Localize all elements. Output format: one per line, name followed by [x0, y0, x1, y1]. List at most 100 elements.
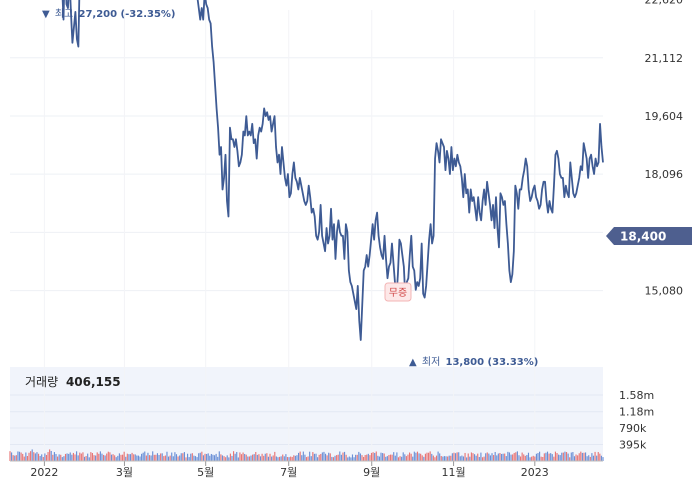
volume-bar — [562, 452, 564, 461]
volume-bar — [305, 457, 308, 461]
volume-y-axis: 1.58m 1.18m 790k 395k — [619, 389, 654, 452]
volume-bar — [188, 457, 190, 461]
volume-bar — [31, 449, 33, 461]
volume-bar — [345, 454, 347, 461]
volume-bar — [369, 455, 371, 461]
volume-bar — [240, 454, 243, 461]
volume-bar — [407, 454, 409, 461]
volume-bar — [221, 455, 224, 461]
volume-bar — [434, 457, 436, 461]
volume-bar — [152, 451, 154, 461]
volume-bar — [500, 453, 503, 461]
volume-bar — [122, 454, 124, 461]
volume-bar — [207, 453, 209, 461]
volume-bar — [60, 454, 62, 461]
x-axis: 2022 3월 5월 7월 9월 11월 2023 — [10, 460, 603, 479]
volume-bar — [491, 453, 493, 461]
volume-bar — [596, 455, 598, 461]
volume-bar — [389, 454, 392, 461]
volume-bar — [17, 451, 19, 461]
volume-bar — [561, 452, 563, 461]
price-tick-label: 21,112 — [645, 52, 684, 65]
volume-bar — [164, 455, 166, 461]
volume-bar — [578, 453, 580, 461]
volume-bar — [201, 451, 203, 461]
volume-bar — [256, 454, 258, 461]
price-tick-label: 15,080 — [645, 285, 684, 298]
volume-bar — [237, 457, 239, 461]
volume-bar — [413, 451, 415, 461]
volume-bar — [134, 454, 136, 461]
volume-bar — [280, 456, 282, 461]
volume-bar — [137, 455, 139, 461]
volume-bar — [304, 454, 306, 461]
volume-bar — [131, 452, 133, 461]
volume-bar — [480, 452, 482, 461]
volume-bar — [453, 452, 455, 461]
volume-bar — [518, 455, 520, 461]
volume-bar — [462, 456, 465, 461]
volume-bar — [49, 449, 51, 461]
volume-bar — [553, 456, 555, 461]
volume-bar — [466, 457, 468, 461]
volume-bar — [505, 456, 507, 461]
volume-bar — [489, 455, 491, 461]
volume-bar — [69, 452, 71, 461]
volume-bar — [148, 455, 151, 461]
volume-bar — [572, 452, 574, 461]
volume-bar — [443, 456, 446, 461]
volume-bar — [28, 452, 30, 461]
volume-bar — [23, 456, 25, 461]
volume-bar — [424, 453, 426, 461]
volume-bar — [374, 452, 376, 461]
volume-bar — [286, 457, 289, 461]
volume-bar — [551, 454, 553, 461]
volume-bar — [370, 452, 373, 461]
x-tick-label: 2023 — [521, 466, 549, 479]
volume-bar — [179, 455, 181, 461]
volume-bar — [340, 454, 342, 461]
volume-bar — [375, 451, 377, 461]
volume-bar — [456, 452, 458, 461]
volume-bar — [12, 455, 14, 461]
volume-bar — [531, 456, 533, 461]
volume-bar — [125, 456, 127, 461]
volume-bar — [597, 452, 599, 461]
rights-issue-marker[interactable]: 무증 — [384, 282, 412, 302]
volume-bar — [442, 456, 444, 461]
volume-bar — [431, 453, 433, 461]
volume-bar — [592, 455, 595, 461]
volume-bar — [236, 451, 238, 461]
price-gridlines — [10, 0, 603, 292]
volume-bar — [521, 452, 523, 461]
volume-bar — [93, 455, 95, 461]
volume-bar — [363, 456, 365, 461]
volume-bar — [524, 455, 526, 461]
volume-bar — [309, 451, 311, 461]
volume-bar — [546, 451, 549, 461]
volume-bar — [139, 456, 141, 461]
volume-bar — [577, 455, 579, 461]
volume-bar — [510, 454, 512, 461]
volume-bar — [52, 454, 54, 461]
volume-bar — [351, 454, 354, 461]
volume-bar — [167, 456, 170, 461]
volume-bar — [348, 456, 350, 461]
volume-bar — [231, 455, 233, 461]
volume-bar — [147, 452, 149, 461]
volume-bar — [410, 453, 412, 461]
volume-bar — [228, 457, 230, 461]
volume-bar — [25, 452, 27, 461]
volume-bar — [229, 453, 231, 461]
price-tick-label: 18,096 — [645, 168, 684, 181]
volume-bar — [507, 451, 509, 461]
volume-bar — [602, 457, 604, 461]
volume-bar — [385, 456, 387, 461]
volume-bar — [294, 455, 296, 461]
volume-bar — [223, 456, 225, 461]
volume-bar — [497, 453, 499, 461]
volume-bar — [271, 456, 273, 461]
volume-bar — [64, 453, 67, 461]
volume-bar — [22, 453, 24, 461]
